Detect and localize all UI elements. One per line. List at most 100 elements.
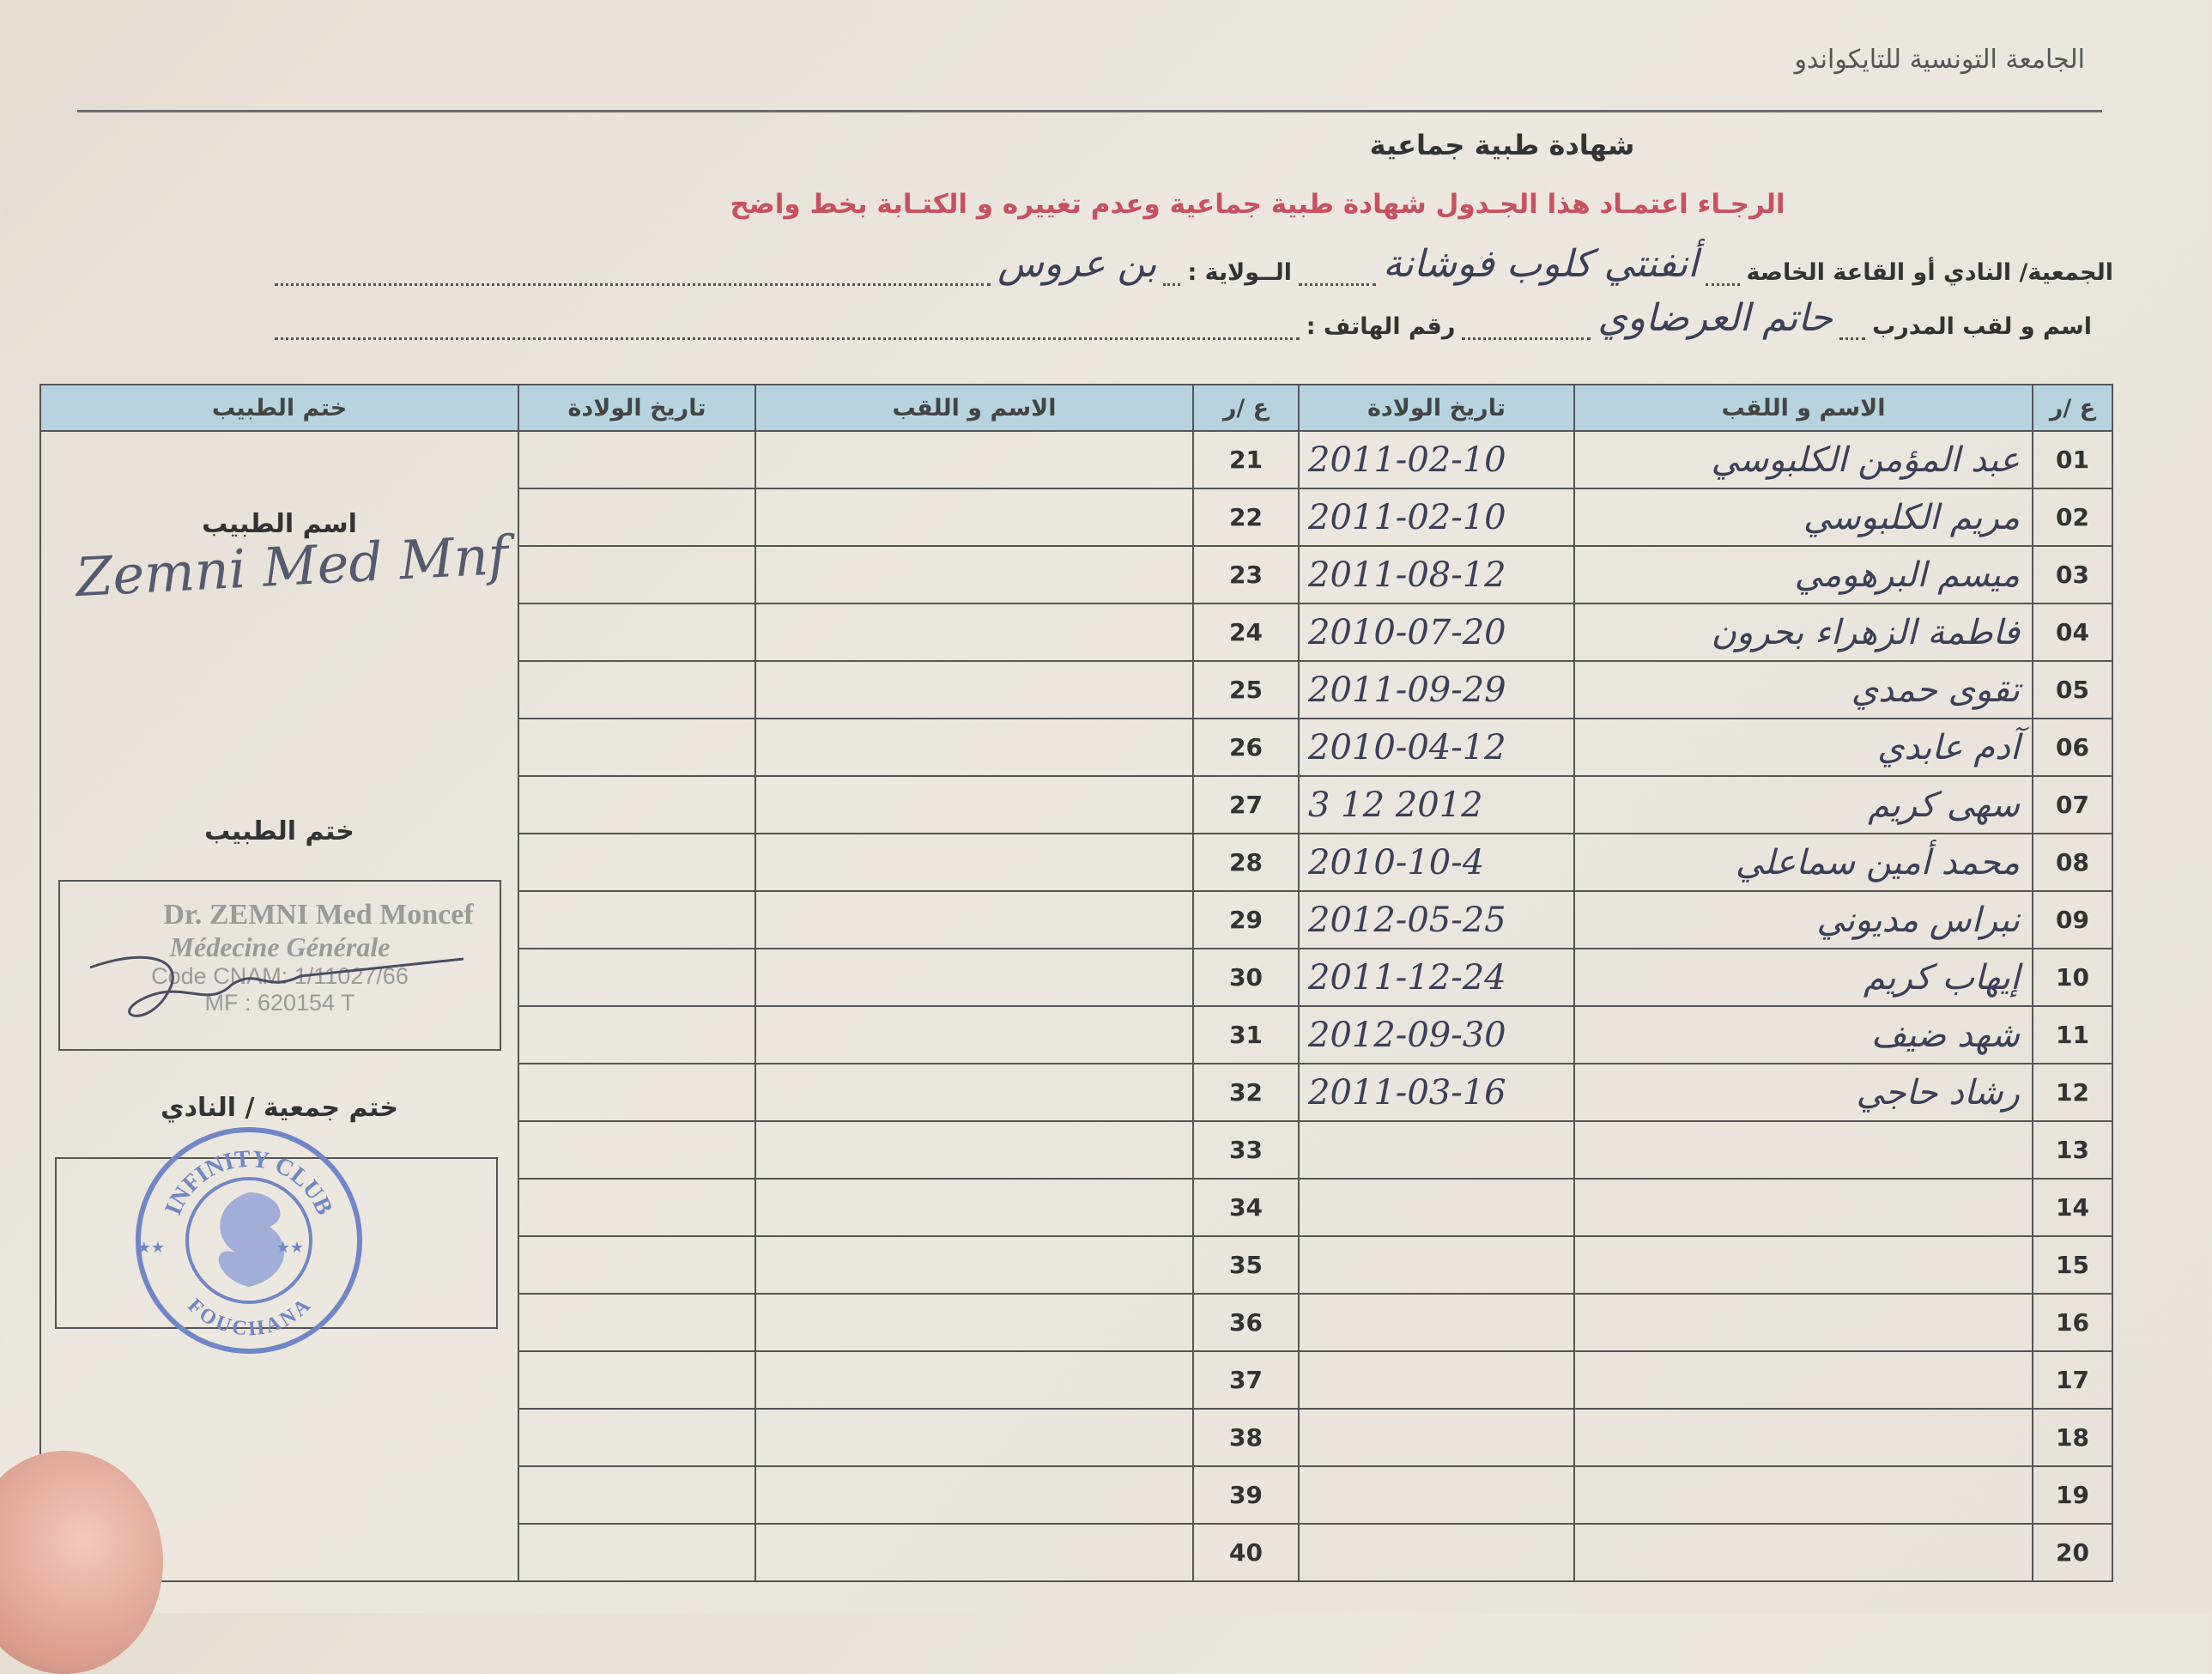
athlete-dob[interactable] [1298,1178,1575,1237]
table-row: 19 39 [40,1465,2113,1525]
athlete-name[interactable] [755,1293,1194,1352]
athlete-name[interactable]: إيهاب كريم [1573,948,2033,1007]
athlete-dob[interactable] [518,1293,756,1352]
header-name-2: الاسم و اللقب [755,384,1194,432]
athlete-dob[interactable] [1298,1465,1575,1525]
athlete-name[interactable] [755,718,1194,777]
athlete-dob[interactable]: 2012 12 3 [1298,775,1575,834]
athlete-name[interactable] [755,1523,1194,1582]
athlete-dob[interactable] [1298,1523,1575,1582]
athlete-name[interactable]: فاطمة الزهراء بحرون [1573,603,2033,662]
athlete-name[interactable] [755,1235,1194,1295]
doctor-stamp: Dr. ZEMNI Med Moncef Médecine Générale C… [58,880,501,1051]
club-value[interactable]: أنفنتي كلوب فوشانة [1383,242,1699,286]
athlete-name[interactable] [755,545,1194,604]
athlete-dob[interactable]: 2011-12-24 [1298,948,1575,1007]
athlete-name[interactable] [755,948,1194,1007]
athlete-dob[interactable]: 2010-10-4 [1298,833,1575,892]
athlete-name[interactable]: رشاد حاجي [1573,1063,2033,1122]
athlete-name[interactable] [755,660,1194,719]
document-title: شهادة طبية جماعية [1369,129,1635,161]
athlete-dob[interactable] [518,1005,756,1064]
header-dob: تاريخ الولادة [1298,384,1575,432]
athlete-name[interactable] [1573,1120,2033,1180]
row-number: 31 [1192,1005,1300,1064]
athlete-dob[interactable] [518,545,756,604]
table-row: 10 إيهاب كريم 2011-12-24 30 [40,948,2113,1007]
athlete-dob[interactable] [518,603,756,662]
athlete-dob[interactable] [518,833,756,892]
athlete-name[interactable] [755,430,1194,489]
athlete-name[interactable]: نبراس مديوني [1573,890,2033,949]
athlete-dob[interactable] [1298,1350,1575,1410]
athlete-name[interactable]: شهد ضيف [1573,1005,2033,1064]
athlete-dob[interactable]: 2010-04-12 [1298,718,1575,777]
athlete-dob[interactable] [518,488,756,547]
athlete-dob[interactable] [1298,1408,1575,1467]
athlete-dob[interactable] [518,1408,756,1467]
table-row: 17 37 [40,1350,2113,1410]
row-number: 09 [2032,890,2113,949]
athlete-name[interactable] [755,488,1194,547]
athlete-name[interactable] [755,775,1194,834]
athlete-name[interactable] [755,1120,1194,1180]
athlete-dob[interactable] [518,718,756,777]
athlete-dob[interactable] [1298,1235,1575,1295]
athlete-dob[interactable]: 2011-09-29 [1298,660,1575,719]
athlete-name[interactable] [1573,1235,2033,1295]
athlete-dob[interactable] [518,430,756,489]
athlete-dob[interactable]: 2012-09-30 [1298,1005,1575,1064]
athlete-dob[interactable] [518,1523,756,1582]
row-number: 32 [1192,1063,1300,1122]
athlete-name[interactable] [755,603,1194,662]
athlete-name[interactable] [755,833,1194,892]
row-number: 38 [1192,1408,1300,1467]
state-value[interactable]: بن عروس [997,242,1157,286]
athlete-name[interactable] [755,1178,1194,1237]
athlete-dob[interactable]: 2011-08-12 [1298,545,1575,604]
athlete-dob[interactable] [518,890,756,949]
athlete-dob[interactable] [1298,1120,1575,1180]
athlete-dob[interactable] [518,660,756,719]
athlete-name[interactable] [1573,1178,2033,1237]
athlete-dob[interactable]: 2012-05-25 [1298,890,1575,949]
athlete-name[interactable] [755,1465,1194,1525]
athlete-name[interactable] [1573,1523,2033,1582]
athlete-name[interactable] [755,1350,1194,1410]
athlete-name[interactable]: عبد المؤمن الكلبوسي [1573,430,2033,489]
athlete-dob[interactable]: 2011-03-16 [1298,1063,1575,1122]
athlete-dob[interactable] [518,1235,756,1295]
row-number: 36 [1192,1293,1300,1352]
athlete-dob[interactable] [518,1178,756,1237]
athlete-name[interactable] [1573,1350,2033,1410]
header-num-2: ع /ر [1192,384,1300,432]
athlete-name[interactable] [1573,1465,2033,1525]
athlete-name[interactable] [755,1005,1194,1064]
athlete-dob[interactable] [518,1120,756,1180]
athlete-dob[interactable]: 2011-02-10 [1298,488,1575,547]
athlete-name[interactable]: آدم عابدي [1573,718,2033,777]
athlete-name[interactable] [755,1063,1194,1122]
athlete-dob[interactable] [518,1350,756,1410]
athlete-name[interactable]: ميسم البرهومي [1573,545,2033,604]
athlete-name[interactable]: سهى كريم [1573,775,2033,834]
athlete-dob[interactable] [518,775,756,834]
row-number: 03 [2032,545,2113,604]
athlete-dob[interactable] [518,948,756,1007]
athlete-name[interactable] [755,1408,1194,1467]
row-number: 33 [1192,1120,1300,1180]
athlete-name[interactable] [1573,1408,2033,1467]
athlete-dob[interactable]: 2010-07-20 [1298,603,1575,662]
athlete-name[interactable]: مريم الكلبوسي [1573,488,2033,547]
athlete-dob[interactable] [518,1063,756,1122]
athlete-name[interactable]: تقوى حمدي [1573,660,2033,719]
athlete-name[interactable]: محمد أمين سماعلي [1573,833,2033,892]
athlete-name[interactable] [1573,1293,2033,1352]
athlete-dob[interactable] [1298,1293,1575,1352]
coach-value[interactable]: حاتم العرضاوي [1597,296,1833,340]
athlete-dob[interactable] [518,1465,756,1525]
coach-label: اسم و لقب المدرب [1872,313,2092,340]
athlete-name[interactable] [755,890,1194,949]
row-number: 10 [2032,948,2113,1007]
athlete-dob[interactable]: 2011-02-10 [1298,430,1575,489]
